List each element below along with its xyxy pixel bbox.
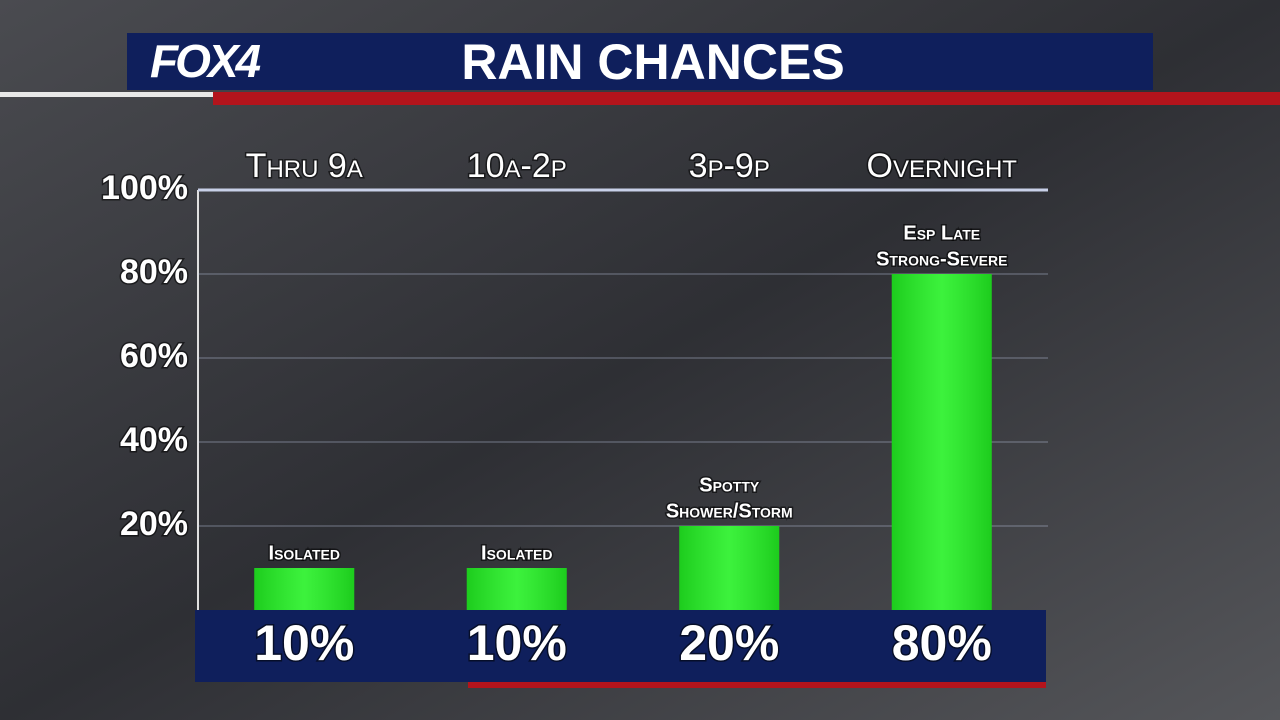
y-tick-label: 20% [120,505,188,543]
annotation: Shower/Storm [666,500,793,522]
header-stripe [0,92,213,97]
category-label: Overnight [867,147,1018,185]
value-band [195,610,1046,682]
bar-shine [466,568,567,610]
annotation: Isolated [269,542,340,564]
header-stripe [213,92,1280,105]
y-tick-label: 40% [120,421,188,459]
y-tick-label: 100% [101,169,188,207]
y-tick-label: 60% [120,337,188,375]
annotation: Spotty [699,474,760,496]
value-band-stripe [468,682,1046,688]
annotation: Strong-Severe [876,248,1007,270]
value-label: 80% [892,615,992,671]
y-tick-label: 80% [120,253,188,291]
annotation: Esp Late [903,222,980,244]
header-bar [127,33,1153,90]
value-label: 10% [467,615,567,671]
category-label: 3p-9p [689,147,770,185]
logo: FOX4 [150,35,261,87]
bar-shine [679,526,780,610]
bar-shine [891,274,992,610]
category-label: 10a-2p [467,147,567,185]
bar-shine [254,568,355,610]
annotation: Isolated [481,542,552,564]
chart-title: RAIN CHANCES [461,34,844,90]
value-label: 10% [254,615,354,671]
value-label: 20% [679,615,779,671]
category-label: Thru 9a [246,147,363,185]
